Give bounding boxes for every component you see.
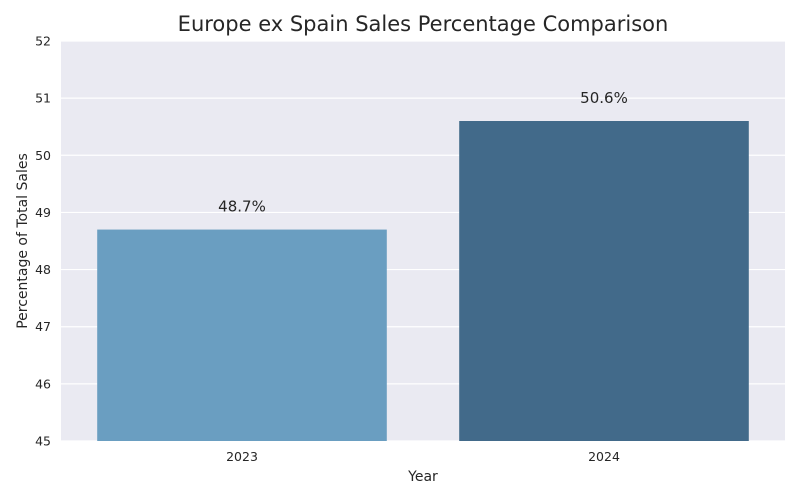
x-axis-label: Year xyxy=(407,469,438,485)
x-tick-label: 2024 xyxy=(588,449,620,464)
data-labels: 48.7% 50.6% xyxy=(218,89,628,216)
bars xyxy=(97,121,749,441)
chart-title: Europe ex Spain Sales Percentage Compari… xyxy=(178,12,669,36)
y-tick-label: 51 xyxy=(35,91,51,106)
y-tick-labels: 45 46 47 48 49 50 51 52 xyxy=(35,34,51,449)
data-label: 48.7% xyxy=(218,198,266,216)
y-tick-label: 52 xyxy=(35,34,51,49)
y-tick-label: 45 xyxy=(35,434,51,449)
y-tick-label: 47 xyxy=(35,319,51,334)
y-tick-label: 50 xyxy=(35,148,51,163)
bar-2023 xyxy=(97,229,387,441)
y-tick-label: 49 xyxy=(35,205,51,220)
y-axis-label: Percentage of Total Sales xyxy=(15,153,31,329)
data-label: 50.6% xyxy=(580,89,628,107)
x-tick-label: 2023 xyxy=(226,449,258,464)
y-tick-label: 48 xyxy=(35,262,51,277)
y-tick-label: 46 xyxy=(35,376,51,391)
x-tick-labels: 2023 2024 xyxy=(226,449,620,464)
bar-2024 xyxy=(459,121,749,441)
